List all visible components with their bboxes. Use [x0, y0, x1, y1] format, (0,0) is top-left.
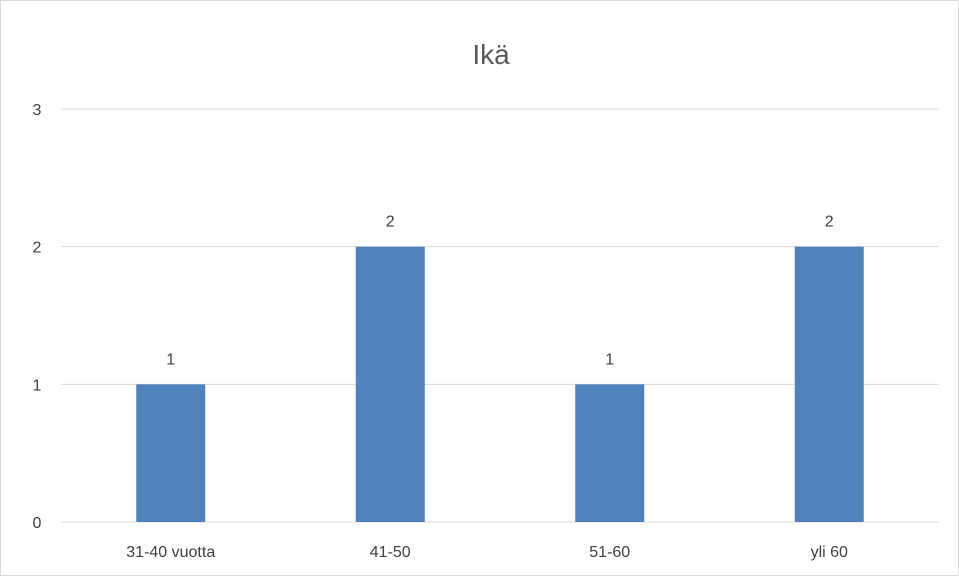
x-tick-label: 41-50: [370, 544, 411, 561]
bar-yli-60: [794, 246, 864, 522]
y-tick-label: 2: [33, 240, 42, 257]
bars: [136, 246, 864, 522]
data-labels: 1 2 1 2: [166, 214, 834, 369]
y-tick-label: 3: [33, 102, 42, 119]
bar-51-60: [575, 384, 645, 522]
x-tick-label: 51-60: [589, 544, 630, 561]
bar-41-50: [355, 246, 425, 522]
chart-title: Ikä: [472, 39, 510, 70]
gridlines: [61, 108, 939, 523]
y-tick-label: 1: [33, 377, 42, 394]
y-axis: 0 1 2 3: [33, 102, 42, 532]
x-tick-label: 31-40 vuotta: [126, 544, 215, 561]
x-axis: 31-40 vuotta 41-50 51-60 yli 60: [126, 544, 848, 561]
data-label: 2: [825, 214, 834, 231]
data-label: 1: [605, 351, 614, 368]
x-tick-label: yli 60: [811, 544, 848, 561]
data-label: 1: [166, 351, 175, 368]
bar-31-40-vuotta: [136, 384, 206, 522]
y-tick-label: 0: [33, 515, 42, 532]
data-label: 2: [386, 214, 395, 231]
